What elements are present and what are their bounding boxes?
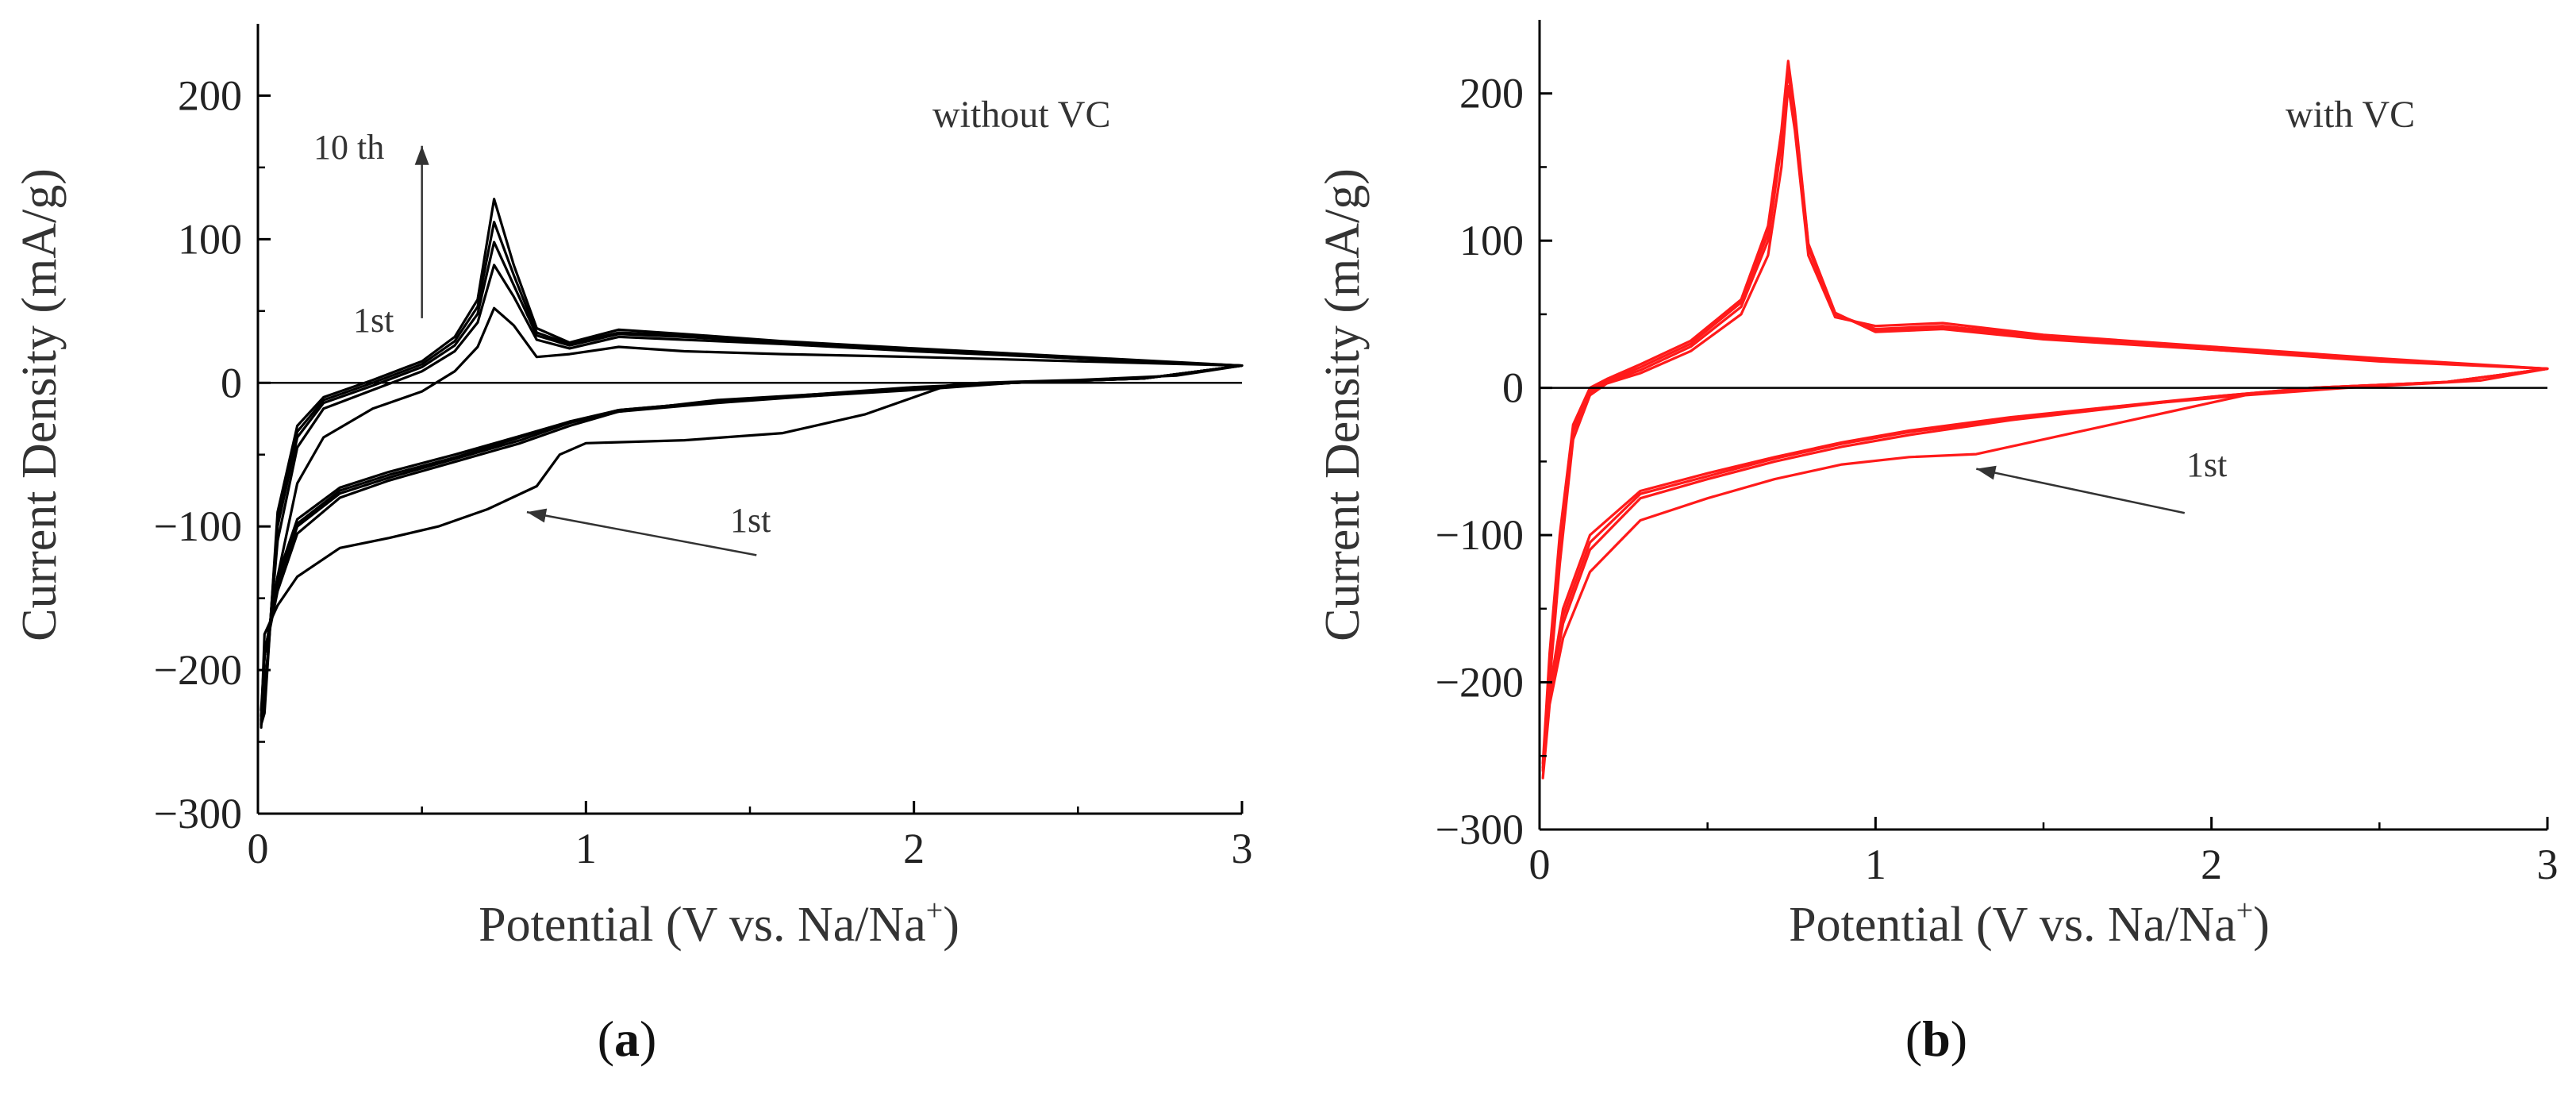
- a-xtick-label-2: 2: [903, 825, 925, 872]
- a-xlabel-sup: +: [926, 894, 943, 927]
- b-series-3-curve: [1541, 65, 2549, 769]
- b-curves: [1541, 60, 2549, 780]
- a-ylabel: Current Density (mA/g): [13, 168, 67, 641]
- b-xtick-label-0: 0: [1529, 841, 1551, 888]
- a-arrow-cycles-head: [414, 145, 429, 165]
- a-ytick-label-3: −100: [154, 502, 242, 550]
- b-series-2-curve: [1541, 70, 2549, 772]
- b-xtick-label-2: 2: [2201, 841, 2222, 888]
- a-ticks: 0 1 2 3 200 100 0 −100 −200 −300: [154, 71, 1253, 872]
- a-xlabel-end: ): [943, 898, 959, 952]
- b-ytick-label-4: −200: [1436, 659, 1524, 706]
- b-ytick-label-3: −100: [1436, 511, 1524, 559]
- b-series-1-curve: [1541, 84, 2549, 780]
- a-ytick-label-5: −300: [154, 790, 242, 837]
- a-ytick-label-2: 0: [221, 359, 242, 406]
- a-ytick-label-0: 200: [178, 71, 242, 119]
- a-series-5-curve: [260, 198, 1244, 726]
- b-panel-letter: b: [1922, 1011, 1951, 1067]
- b-panel-close: ): [1951, 1011, 1967, 1067]
- b-ytick-label-1: 100: [1459, 217, 1524, 264]
- b-xlabel: Potential (V vs. Na/Na+): [1789, 894, 2270, 952]
- b-ytick-label-5: −300: [1436, 806, 1524, 853]
- b-first-label: 1st: [2186, 445, 2227, 484]
- a-xlabel-main: Potential (V vs. Na/Na: [479, 898, 926, 952]
- a-panel-label: (a): [598, 1011, 657, 1067]
- a-panel-letter: a: [614, 1011, 640, 1067]
- a-ytick-label-1: 100: [178, 215, 242, 263]
- b-xlabel-main: Potential (V vs. Na/Na: [1789, 898, 2236, 952]
- b-ytick-label-0: 200: [1459, 70, 1524, 117]
- a-xtick-label-1: 1: [575, 825, 597, 872]
- a-xtick-label-0: 0: [248, 825, 269, 872]
- a-arrow-first-head: [526, 508, 548, 523]
- panel-b: 0 1 2 3 200 100 0 −100 −200 −300 with VC 1st Curr…: [1316, 20, 2559, 1067]
- a-arrow-first-shaft: [526, 510, 757, 556]
- a-annotations: without VC 10 th 1st 1st: [313, 94, 1110, 556]
- a-tenth-label: 10 th: [313, 128, 384, 167]
- b-xlabel-end: ): [2253, 898, 2270, 952]
- b-xlabel-sup: +: [2236, 894, 2253, 927]
- b-arrow-first-shaft: [1976, 468, 2186, 514]
- a-first-bottom-label: 1st: [730, 501, 771, 540]
- b-arrow-first-head: [1976, 465, 1997, 480]
- b-ytick-label-2: 0: [1502, 364, 1524, 412]
- a-note-label: without VC: [932, 94, 1110, 136]
- a-panel-close: ): [640, 1011, 656, 1067]
- a-ytick-label-4: −200: [154, 646, 242, 694]
- b-xtick-label-3: 3: [2537, 841, 2559, 888]
- b-panel-label: (b): [1905, 1011, 1967, 1067]
- a-first-top-label: 1st: [353, 301, 394, 340]
- b-panel-open: (: [1905, 1011, 1922, 1067]
- b-series-4-curve: [1541, 60, 2549, 765]
- b-xtick-label-1: 1: [1865, 841, 1886, 888]
- b-note-label: with VC: [2286, 94, 2415, 136]
- b-ylabel: Current Density (mA/g): [1316, 168, 1370, 641]
- a-xlabel: Potential (V vs. Na/Na+): [479, 894, 959, 952]
- a-xtick-label-3: 3: [1232, 825, 1253, 872]
- a-panel-open: (: [598, 1011, 614, 1067]
- b-ticks: 0 1 2 3 200 100 0 −100 −200 −300: [1436, 70, 2559, 888]
- panel-a: 0 1 2 3 200 100 0 −100 −200 −300 without VC 10 th…: [13, 24, 1253, 1067]
- a-curves: [260, 198, 1244, 730]
- b-annotations: with VC 1st: [1976, 94, 2415, 514]
